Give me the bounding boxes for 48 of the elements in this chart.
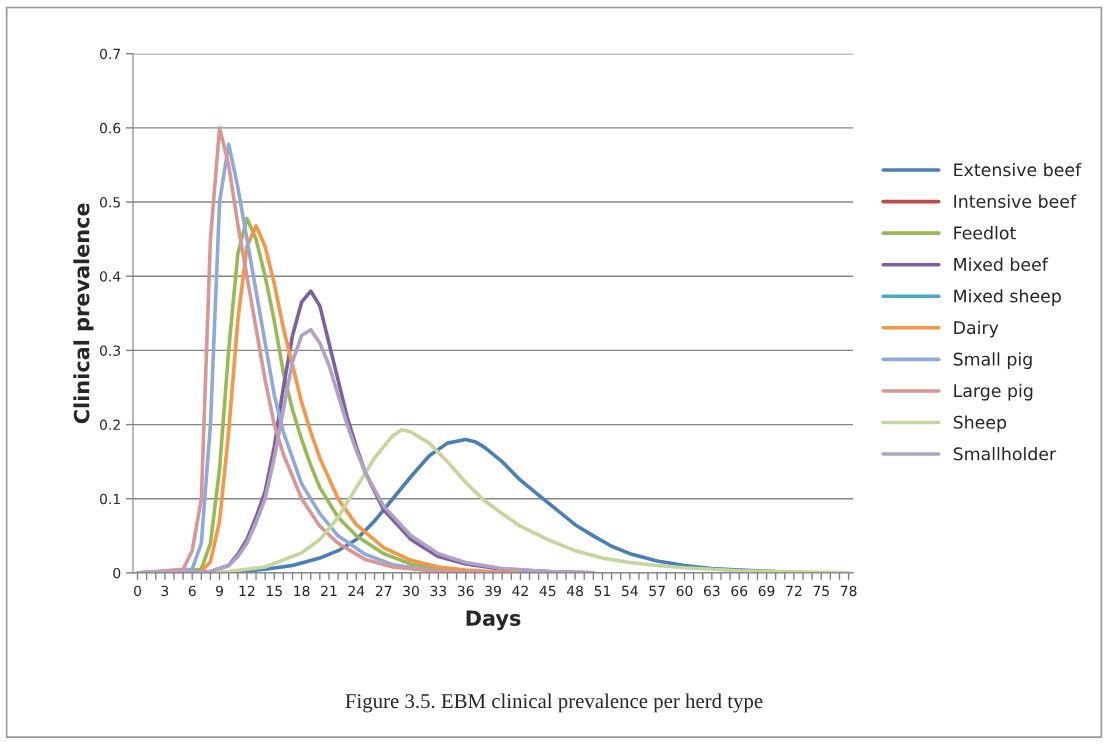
x-tick-label: 0 bbox=[134, 585, 142, 597]
legend-label: Large pig bbox=[954, 383, 1033, 401]
y-tick-label: 0.4 bbox=[99, 271, 121, 282]
x-tick-label: 36 bbox=[457, 585, 474, 597]
text: Figure 3.5. EBM clinical prevalence per herd type bbox=[345, 693, 763, 713]
x-tick-label: 12 bbox=[239, 585, 255, 596]
x-axis-title: Days bbox=[466, 610, 521, 631]
y-tick-label: 0.3 bbox=[99, 345, 121, 356]
x-tick-label: 6 bbox=[188, 585, 196, 597]
x-tick-label: 60 bbox=[676, 585, 693, 597]
legend-label: Feedlot bbox=[954, 226, 1016, 240]
legend-label: Smallholder bbox=[953, 446, 1057, 461]
x-tick-label: 24 bbox=[348, 585, 365, 596]
legend-label: Intensive beef bbox=[954, 194, 1077, 208]
x-tick-label: 78 bbox=[840, 585, 857, 597]
x-tick-label: 39 bbox=[485, 585, 501, 597]
x-tick-label: 27 bbox=[375, 585, 392, 596]
x-tick-label: 48 bbox=[566, 585, 583, 597]
x-tick-label: 66 bbox=[731, 585, 748, 597]
legend-label: Mixed beef bbox=[954, 257, 1049, 272]
y-tick-label: 0 bbox=[113, 567, 121, 579]
x-tick-label: 3 bbox=[161, 585, 169, 597]
x-tick-label: 42 bbox=[512, 585, 528, 596]
legend-label: Extensive beef bbox=[954, 162, 1082, 177]
y-tick-label: 0.7 bbox=[99, 48, 120, 60]
x-tick-label: 69 bbox=[758, 585, 775, 597]
legend-label: Sheep bbox=[953, 415, 1007, 433]
x-tick-label: 72 bbox=[786, 585, 802, 596]
y-axis-title: Clinical prevalence bbox=[73, 203, 94, 424]
y-tick-label: 0.6 bbox=[99, 122, 121, 134]
x-tick-label: 63 bbox=[703, 585, 720, 597]
x-tick-label: 45 bbox=[539, 585, 556, 597]
x-tick-label: 57 bbox=[649, 585, 665, 597]
legend-label: Dairy bbox=[954, 320, 999, 338]
x-tick-label: 18 bbox=[294, 585, 310, 597]
y-tick-label: 0.1 bbox=[99, 493, 120, 505]
legend-label: Mixed sheep bbox=[954, 289, 1061, 306]
x-tick-label: 21 bbox=[321, 585, 337, 596]
x-tick-label: 33 bbox=[430, 585, 447, 597]
x-tick-label: 75 bbox=[813, 585, 829, 597]
x-tick-label: 51 bbox=[594, 585, 611, 597]
x-tick-label: 15 bbox=[266, 585, 282, 597]
y-tick-label: 0.2 bbox=[99, 419, 120, 431]
x-tick-label: 30 bbox=[403, 585, 419, 597]
x-tick-label: 9 bbox=[216, 585, 224, 597]
y-tick-label: 0.5 bbox=[99, 197, 120, 208]
x-tick-label: 54 bbox=[622, 585, 638, 597]
legend-label: Small pig bbox=[953, 352, 1032, 370]
